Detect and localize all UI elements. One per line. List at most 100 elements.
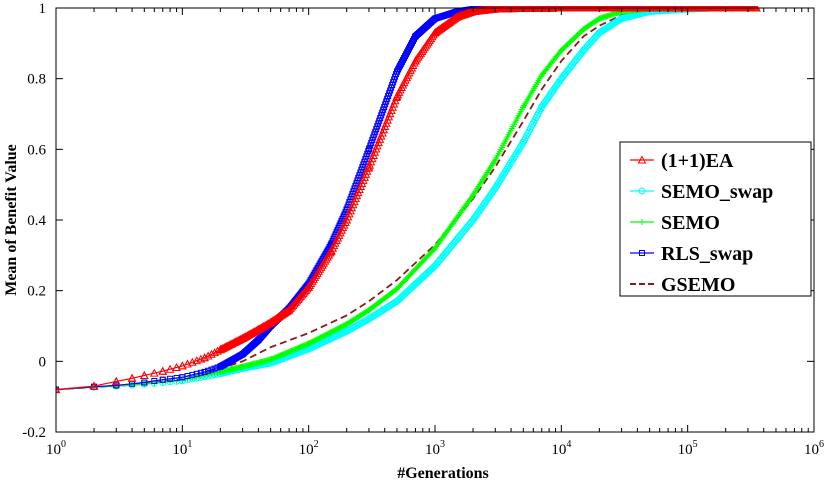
- data-point-rls-swap: [402, 53, 409, 60]
- x-tick-label: 102: [299, 439, 319, 458]
- data-point-1-1-ea: [468, 6, 478, 16]
- y-tick-label: 0.2: [27, 284, 46, 300]
- data-point-1-1-ea: [281, 307, 290, 317]
- legend-label-semo: SEMO: [661, 212, 720, 234]
- data-point-rls-swap: [432, 15, 438, 22]
- data-point-rls-swap: [159, 376, 166, 383]
- data-point-rls-swap: [398, 60, 405, 67]
- data-point-1-1-ea: [284, 305, 294, 314]
- data-point-1-1-ea: [283, 306, 293, 315]
- data-point-1-1-ea: [207, 349, 216, 358]
- plot-area: [56, 6, 761, 394]
- data-point-1-1-ea: [200, 353, 209, 362]
- x-tick-label: 106: [804, 439, 824, 458]
- legend: (1+1)EA SEMO_swap SEMO RLS_swap GSEMO: [619, 141, 812, 297]
- data-point-rls-swap: [208, 366, 215, 373]
- data-point-1-1-ea: [111, 376, 121, 385]
- data-point-1-1-ea: [165, 364, 175, 373]
- legend-label-gsemo: GSEMO: [661, 274, 735, 296]
- series-line-semo: [56, 7, 688, 391]
- data-point-1-1-ea: [203, 351, 213, 360]
- data-point-1-1-ea: [430, 28, 440, 37]
- series-semo-swap: [56, 6, 717, 394]
- legend-label-1-1-ea: (1+1)EA: [661, 150, 734, 172]
- x-tick-label: 103: [425, 439, 445, 458]
- data-point-semo: [558, 47, 565, 54]
- data-point-rls-swap: [407, 43, 414, 50]
- data-point-1-1-ea: [177, 361, 187, 370]
- legend-marker-semo: [639, 219, 645, 225]
- data-point-rls-swap: [401, 55, 408, 62]
- x-tick-label: 100: [46, 439, 66, 458]
- data-point-rls-swap: [404, 49, 411, 56]
- data-point-rls-swap: [399, 58, 406, 65]
- data-point-1-1-ea: [411, 56, 420, 65]
- legend-label-semo-swap: SEMO_swap: [661, 181, 773, 203]
- data-point-rls-swap: [397, 62, 404, 69]
- data-point-rls-swap: [403, 51, 410, 58]
- y-tick-label: 1: [39, 1, 47, 17]
- legend-label-rls-swap: RLS_swap: [661, 243, 753, 265]
- data-point-1-1-ea: [304, 282, 314, 291]
- data-point-rls-swap: [189, 371, 196, 378]
- legend-box: [619, 141, 812, 297]
- data-point-semo: [239, 363, 246, 370]
- data-point-semo: [393, 285, 400, 292]
- data-point-rls-swap: [205, 367, 212, 374]
- data-point-rls-swap: [197, 369, 204, 376]
- data-point-rls-swap: [393, 68, 400, 75]
- data-point-rls-swap: [173, 374, 180, 381]
- data-point-semo: [470, 192, 477, 199]
- x-tick-label: 104: [551, 439, 571, 458]
- y-tick-label: -0.2: [22, 425, 46, 441]
- data-point-rls-swap: [141, 379, 148, 386]
- axis-ticks: 100 101 102 103 104 105 106 -0.2 0 0.2 0.4 0.6 0.8 1: [22, 1, 824, 458]
- data-point-semo: [267, 356, 274, 363]
- data-point-rls-swap: [167, 375, 174, 382]
- data-point-semo: [596, 15, 603, 22]
- data-point-semo: [432, 245, 438, 252]
- data-point-semo: [343, 321, 350, 328]
- data-point-1-1-ea: [364, 162, 374, 171]
- y-tick-label: 0.8: [27, 72, 46, 88]
- data-point-rls-swap: [400, 56, 407, 63]
- data-point-1-1-ea: [149, 368, 159, 377]
- legend-marker-semo-swap: [638, 187, 646, 195]
- data-point-rls-swap: [408, 41, 415, 48]
- data-point-semo-swap: [519, 138, 527, 146]
- data-point-semo-swap: [469, 216, 477, 224]
- data-point-semo-swap: [538, 103, 546, 111]
- data-point-1-1-ea: [56, 385, 61, 394]
- data-point-semo: [305, 340, 312, 347]
- data-point-1-1-ea: [490, 6, 500, 13]
- data-point-1-1-ea: [392, 91, 402, 100]
- data-point-1-1-ea: [342, 215, 352, 224]
- data-point-rls-swap: [406, 45, 413, 52]
- data-point-1-1-ea: [452, 12, 462, 21]
- data-point-semo: [580, 26, 587, 33]
- data-point-1-1-ea: [326, 247, 336, 256]
- data-point-semo-swap: [557, 75, 565, 83]
- data-point-rls-swap: [239, 351, 246, 358]
- data-point-rls-swap: [365, 146, 372, 153]
- data-point-rls-swap: [193, 370, 200, 377]
- data-point-1-1-ea: [172, 362, 181, 371]
- y-tick-label: 0: [39, 354, 47, 370]
- data-point-semo-swap: [595, 29, 603, 37]
- data-point-semo-swap: [431, 262, 439, 270]
- data-point-semo-swap: [618, 15, 626, 23]
- data-point-1-1-ea: [266, 317, 275, 326]
- data-point-rls-swap: [179, 374, 186, 381]
- data-point-semo: [520, 103, 527, 110]
- series-line-semo-swap: [56, 7, 714, 391]
- data-point-1-1-ea: [139, 370, 149, 379]
- data-point-rls-swap: [217, 363, 224, 370]
- data-point-semo-swap: [491, 184, 499, 192]
- data-point-rls-swap: [201, 368, 208, 375]
- data-point-semo-swap: [343, 327, 351, 335]
- legend-marker-1-1-ea: [637, 155, 647, 164]
- data-point-semo: [492, 156, 499, 163]
- data-point-semo-swap: [393, 297, 401, 305]
- data-point-1-1-ea: [127, 373, 137, 382]
